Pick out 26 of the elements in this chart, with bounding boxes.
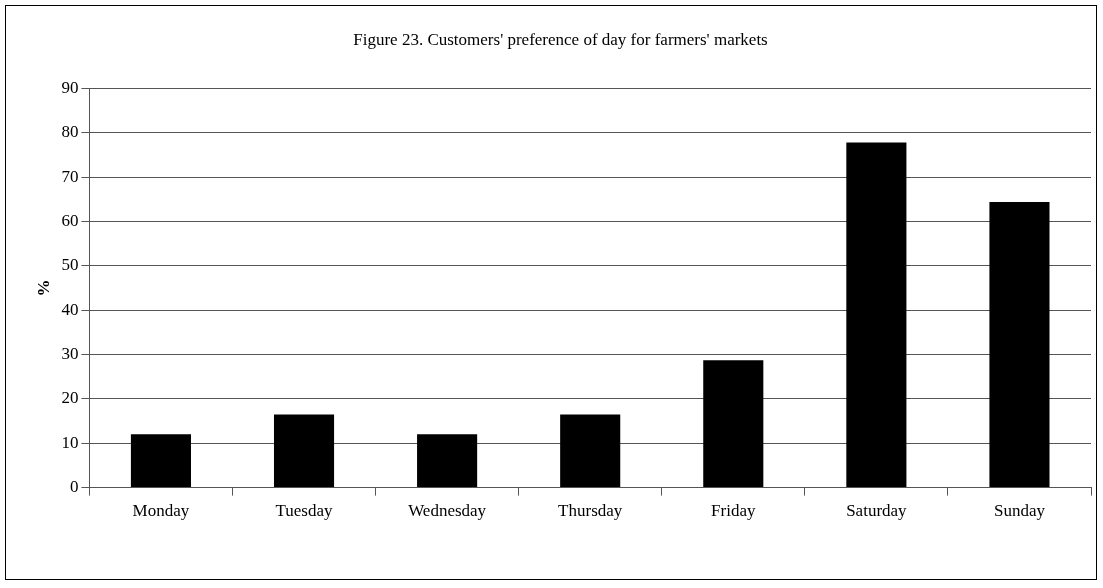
y-tick-label: 70 [61, 166, 79, 186]
bar [703, 360, 764, 488]
y-axis-title: % [33, 279, 53, 297]
chart-title: Figure 23. Customers' preference of day for farmers' markets [353, 29, 768, 49]
y-tick-label: 10 [61, 432, 79, 452]
x-tick-label: Friday [711, 501, 756, 521]
y-tick-label: 80 [61, 122, 79, 142]
y-tick-label: 60 [61, 210, 79, 230]
x-tick-label: Sunday [993, 501, 1046, 521]
bar [560, 414, 621, 488]
y-tick-label: 90 [61, 77, 79, 97]
bar [846, 142, 907, 488]
bar [989, 201, 1050, 488]
bar [273, 414, 335, 488]
y-tick-label: 0 [69, 477, 79, 497]
y-tick-label: 30 [61, 344, 79, 363]
y-tick-label: 40 [61, 299, 79, 319]
x-tick-label: Saturday [846, 501, 908, 521]
bar [130, 434, 191, 488]
bar [417, 434, 478, 488]
x-tick-label: Monday [132, 501, 190, 521]
y-tick-label: 20 [61, 388, 79, 408]
x-tick-label: Wednesday [408, 501, 487, 521]
x-tick-label: Thursday [558, 501, 623, 521]
x-tick-label: Tuesday [275, 501, 334, 521]
y-tick-label: 50 [61, 255, 79, 275]
